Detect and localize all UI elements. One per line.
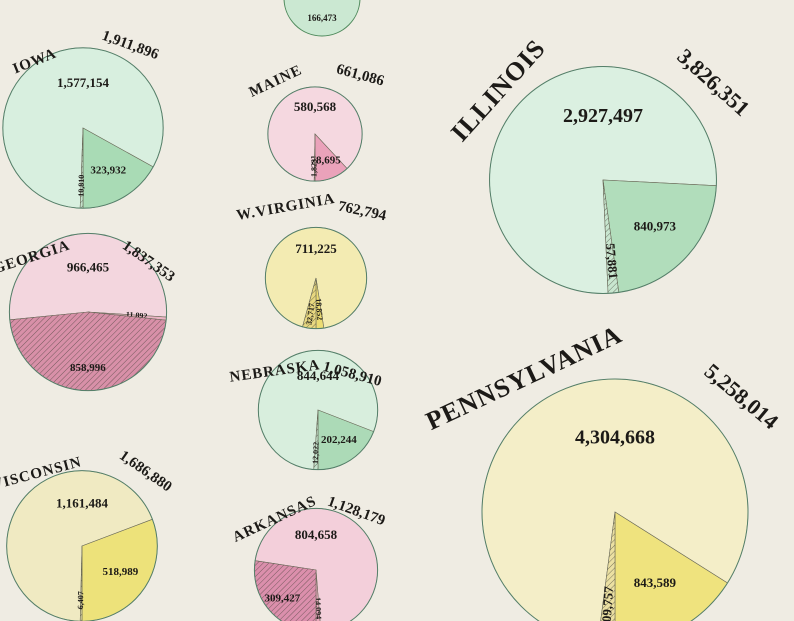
pie-slice-hatch xyxy=(254,560,316,621)
value-label: 57,881 xyxy=(603,243,621,280)
value-label: 10,810 xyxy=(77,175,86,197)
value-label: 804,658 xyxy=(295,527,338,542)
pie-outline xyxy=(481,378,749,621)
pie-slice-hatch xyxy=(600,512,615,621)
pie-slice-hatch xyxy=(314,134,315,182)
value-label: 858,996 xyxy=(70,362,106,374)
value-label: 109,757 xyxy=(598,585,616,621)
value-label: 1,577,154 xyxy=(57,75,110,90)
pie-outline xyxy=(6,470,158,621)
pie-slice-hatch xyxy=(9,312,167,391)
pie-outline xyxy=(267,86,363,182)
pie-slice-hatch xyxy=(603,180,619,294)
pie-slice-hatch xyxy=(302,278,316,329)
pie-slice-hatch xyxy=(80,128,83,209)
pie-outline xyxy=(257,349,379,471)
value-label: 844,644 xyxy=(297,368,340,383)
value-label: 12,022 xyxy=(311,442,321,464)
value-label: 6,407 xyxy=(76,591,85,609)
pie-slice-hatch xyxy=(313,410,318,470)
value-label: 166,473 xyxy=(307,13,337,23)
value-label: 202,244 xyxy=(321,434,357,446)
value-label: 18,852 xyxy=(314,298,325,321)
value-label: 840,973 xyxy=(634,218,677,233)
pie-outline xyxy=(264,226,368,330)
value-label: 518,989 xyxy=(103,566,139,578)
pie-chart: 166,473 xyxy=(283,0,361,37)
pie-outline xyxy=(2,47,164,209)
value-label: 4,304,668 xyxy=(575,426,655,448)
pie-outline xyxy=(253,507,379,621)
value-label: 14,094 xyxy=(313,597,323,619)
value-label: 1,823 xyxy=(309,159,318,177)
value-label: 11,892 xyxy=(126,310,148,321)
pie-outline xyxy=(8,232,168,392)
value-label: 32,717 xyxy=(304,303,316,326)
value-label: 843,589 xyxy=(634,575,677,590)
pie-slice xyxy=(315,569,321,621)
pie-slice xyxy=(283,0,361,37)
value-label: 323,932 xyxy=(90,164,126,176)
pie-outline xyxy=(489,66,717,294)
value-label: 78,695 xyxy=(311,155,342,167)
pie-slice-hatch xyxy=(80,546,82,621)
value-label: 580,568 xyxy=(294,99,337,114)
value-label: 966,465 xyxy=(67,260,110,275)
value-label: 2,927,497 xyxy=(563,105,643,127)
value-label: 711,225 xyxy=(295,241,337,256)
value-label: 309,427 xyxy=(264,592,300,604)
value-label: 1,161,484 xyxy=(56,496,109,511)
